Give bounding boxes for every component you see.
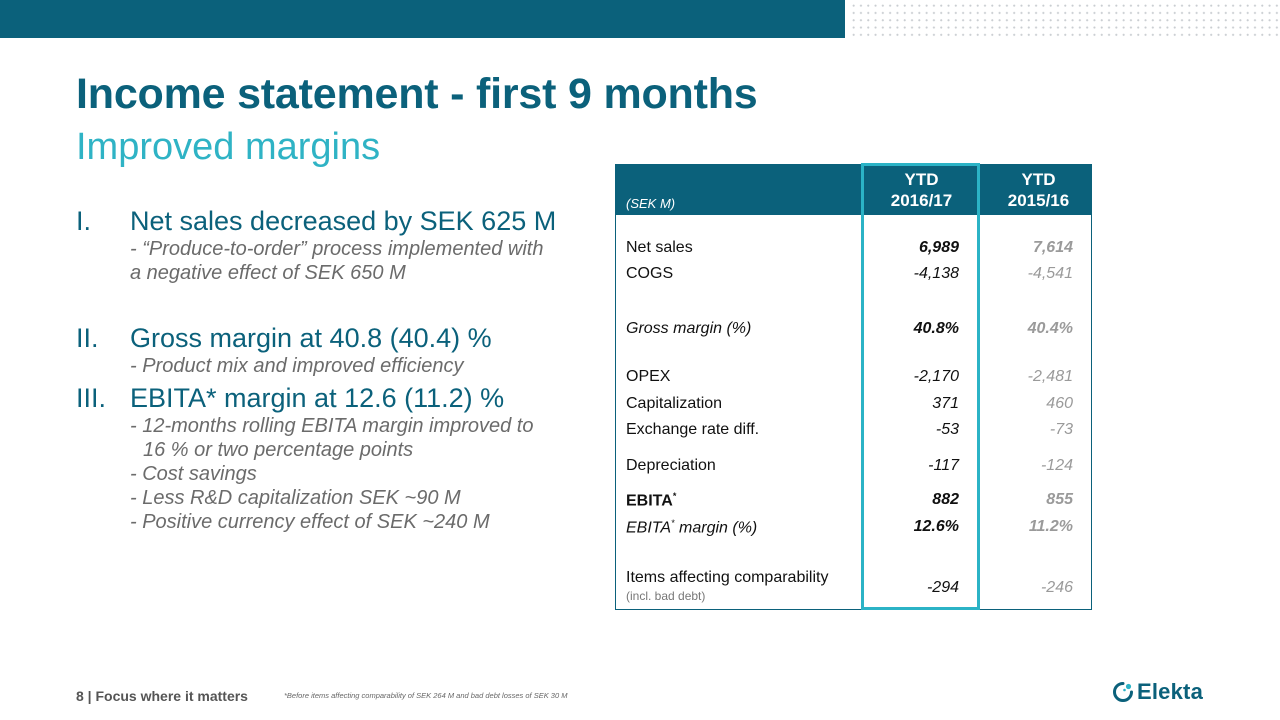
bullet-detail: 16 % or two percentage points bbox=[143, 439, 414, 461]
value-current: 12.6% bbox=[913, 518, 959, 535]
bullet-detail: - 12-months rolling EBITA margin improve… bbox=[130, 415, 534, 437]
bullet-number: III. bbox=[76, 383, 107, 413]
value-prior: 11.2% bbox=[1028, 518, 1073, 535]
bullet-detail: - Product mix and improved efficiency bbox=[130, 355, 464, 377]
bullet-item: I. Net sales decreased by SEK 625 M - “P… bbox=[76, 205, 556, 285]
bullet-item: III. EBITA* margin at 12.6 (11.2) % - 12… bbox=[76, 382, 534, 534]
footnote-marker: * bbox=[672, 491, 677, 501]
row-label: Items affecting comparability bbox=[626, 569, 829, 586]
bullet-number: I. bbox=[76, 206, 92, 236]
table-row-ebita: EBITA* 882 855 bbox=[616, 491, 1091, 515]
bullet-number: II. bbox=[76, 323, 99, 353]
bullet-detail: - Positive currency effect of SEK ~240 M bbox=[130, 511, 490, 533]
footnote-marker: * bbox=[671, 518, 675, 528]
value-current: 882 bbox=[932, 491, 959, 508]
bullet-detail: - Cost savings bbox=[130, 463, 257, 485]
value-prior: -73 bbox=[1049, 421, 1073, 438]
value-current: 6,989 bbox=[918, 239, 959, 256]
row-label: COGS bbox=[626, 265, 674, 282]
table-row-capitalization: Capitalization 371 460 bbox=[616, 395, 1091, 419]
page-title: Income statement - first 9 months bbox=[76, 70, 758, 118]
elekta-logo: Elekta bbox=[1112, 678, 1203, 706]
row-label-text: margin (%) bbox=[674, 519, 758, 537]
footer-page-label: 8 | Focus where it matters bbox=[76, 688, 248, 704]
column-header-line: YTD bbox=[904, 170, 939, 189]
bullet-detail: a negative effect of SEK 650 M bbox=[130, 262, 406, 284]
value-current: -294 bbox=[926, 579, 959, 596]
value-current: -4,138 bbox=[913, 265, 959, 282]
row-label: Net sales bbox=[626, 239, 693, 256]
value-current: -2,170 bbox=[913, 368, 959, 385]
row-label-text: EBITA bbox=[626, 519, 672, 537]
value-current: -53 bbox=[935, 421, 959, 438]
column-header-ytd-2016-17: YTD 2016/17 bbox=[863, 169, 980, 211]
table-row-net-sales: Net sales 6,989 7,614 bbox=[616, 239, 1091, 263]
column-header-ytd-2015-16: YTD 2015/16 bbox=[980, 169, 1097, 211]
table-row-gross-margin: Gross margin (%) 40.8% 40.4% bbox=[616, 320, 1091, 344]
row-label: EBITA* bbox=[626, 491, 676, 510]
row-label: EBITA* margin (%) bbox=[626, 518, 757, 537]
row-label: Depreciation bbox=[626, 457, 716, 474]
value-prior: 7,614 bbox=[1032, 239, 1073, 256]
bullet-detail: - Less R&D capitalization SEK ~90 M bbox=[130, 487, 461, 509]
bullet-detail: - “Produce-to-order” process implemented… bbox=[130, 238, 544, 260]
column-header-line: 2016/17 bbox=[890, 191, 953, 210]
column-header-line: YTD bbox=[1021, 170, 1056, 189]
row-label: Exchange rate diff. bbox=[626, 421, 760, 438]
value-prior: 855 bbox=[1046, 491, 1073, 508]
table-header: (SEK M) YTD 2016/17 YTD 2015/16 bbox=[616, 165, 1091, 215]
table-row-opex: OPEX -2,170 -2,481 bbox=[616, 368, 1091, 392]
elekta-logo-icon bbox=[1112, 681, 1134, 703]
dot-pattern-decoration bbox=[848, 0, 1280, 38]
value-prior: -4,541 bbox=[1027, 265, 1073, 282]
value-prior: 40.4% bbox=[1027, 320, 1073, 337]
top-banner bbox=[0, 0, 845, 38]
table-row-cogs: COGS -4,138 -4,541 bbox=[616, 265, 1091, 289]
value-prior: -2,481 bbox=[1027, 368, 1073, 385]
logo-text: Elekta bbox=[1137, 679, 1204, 704]
column-header-line: 2015/16 bbox=[1007, 191, 1070, 210]
table-row-exchange-rate-diff: Exchange rate diff. -53 -73 bbox=[616, 421, 1091, 445]
table-row-depreciation: Depreciation -117 -124 bbox=[616, 457, 1091, 481]
row-sublabel: (incl. bad debt) bbox=[626, 589, 706, 603]
value-prior: 460 bbox=[1046, 395, 1073, 412]
value-current: -117 bbox=[928, 457, 959, 474]
bullet-heading: EBITA* margin at 12.6 (11.2) % bbox=[130, 383, 505, 413]
row-label-text: EBITA bbox=[626, 492, 673, 510]
footnote: *Before items affecting comparability of… bbox=[284, 691, 568, 700]
table-row-items-affecting-comparability: Items affecting comparability (incl. bad… bbox=[616, 569, 1091, 609]
bullet-heading: Net sales decreased by SEK 625 M bbox=[130, 206, 557, 236]
income-statement-table: (SEK M) YTD 2016/17 YTD 2015/16 Net sale… bbox=[615, 163, 1092, 610]
value-current: 371 bbox=[932, 395, 959, 412]
row-label: Gross margin (%) bbox=[626, 320, 752, 337]
value-prior: -246 bbox=[1040, 579, 1073, 596]
unit-label: (SEK M) bbox=[626, 196, 676, 211]
value-current: 40.8% bbox=[913, 320, 959, 337]
value-prior: -124 bbox=[1040, 457, 1073, 474]
bullet-heading: Gross margin at 40.8 (40.4) % bbox=[130, 323, 492, 353]
table-row-ebita-margin: EBITA* margin (%) 12.6% 11.2% bbox=[616, 518, 1091, 542]
page-subtitle: Improved margins bbox=[76, 126, 381, 168]
row-label: OPEX bbox=[626, 368, 671, 385]
row-label: Capitalization bbox=[626, 395, 723, 412]
bullet-item: II. Gross margin at 40.8 (40.4) % - Prod… bbox=[76, 322, 492, 378]
